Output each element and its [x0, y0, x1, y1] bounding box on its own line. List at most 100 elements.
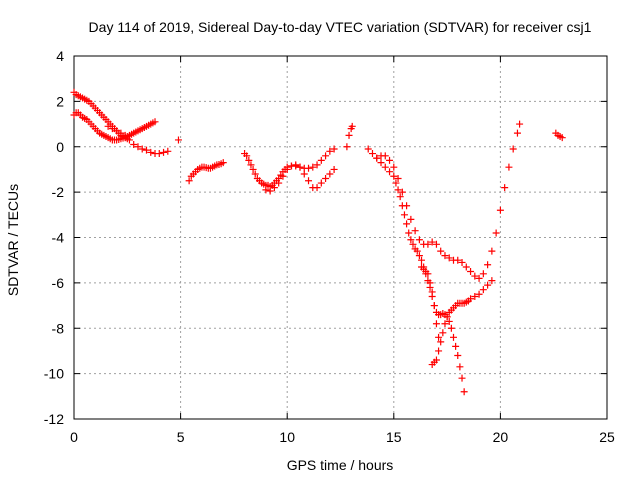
y-tick-label: -4 — [52, 230, 65, 246]
data-point — [411, 227, 419, 235]
data-point — [386, 168, 394, 176]
data-point — [300, 170, 308, 178]
data-point — [283, 165, 291, 173]
series-seg-m — [552, 129, 566, 142]
series-seg-c — [104, 122, 172, 158]
data-point — [403, 220, 411, 228]
chart-title: Day 114 of 2019, Sidereal Day-to-day VTE… — [89, 19, 592, 35]
series-seg-j — [373, 120, 524, 282]
data-point — [279, 172, 287, 180]
data-point — [432, 240, 440, 248]
data-point — [458, 374, 466, 382]
data-point — [558, 134, 566, 142]
data-point — [462, 263, 470, 271]
data-point — [326, 147, 334, 155]
data-point — [437, 247, 445, 255]
y-tick-label: -10 — [44, 366, 64, 382]
data-point — [428, 288, 436, 296]
data-point — [445, 317, 453, 325]
data-point — [424, 240, 432, 248]
data-point — [492, 229, 500, 237]
data-point — [505, 163, 513, 171]
data-point — [392, 179, 400, 187]
y-tick-label: 2 — [56, 93, 64, 109]
data-point — [249, 165, 257, 173]
data-point — [386, 156, 394, 164]
data-point — [415, 236, 423, 244]
data-point — [287, 162, 295, 170]
y-tick-label: -6 — [52, 275, 65, 291]
series-seg-g — [262, 161, 338, 195]
series-seg-e — [185, 159, 227, 185]
data-point — [262, 186, 270, 194]
data-point — [266, 187, 274, 195]
x-tick-label: 0 — [70, 429, 78, 445]
data-point — [441, 252, 449, 260]
grid — [74, 56, 607, 419]
data-point — [432, 320, 440, 328]
data-point — [130, 140, 138, 148]
data-point — [125, 136, 133, 144]
series-seg-l — [428, 277, 496, 369]
y-tick-label: 4 — [56, 48, 64, 64]
data-point — [155, 150, 163, 158]
x-axis-label: GPS time / hours — [287, 457, 394, 473]
data-point — [296, 163, 304, 171]
y-tick-label: -8 — [52, 320, 65, 336]
data-point — [400, 211, 408, 219]
data-point — [447, 324, 455, 332]
data-point — [443, 313, 451, 321]
data-point — [488, 277, 496, 285]
data-point — [452, 342, 460, 350]
data-point — [475, 290, 483, 298]
data-point — [467, 268, 475, 276]
data-point — [185, 177, 193, 185]
data-point — [479, 270, 487, 278]
data-point — [418, 256, 426, 264]
data-point — [368, 150, 376, 158]
data-point — [330, 165, 338, 173]
data-point — [138, 145, 146, 153]
series-seg-h — [343, 122, 356, 151]
data-point — [467, 295, 475, 303]
data-point — [475, 274, 483, 282]
data-point — [437, 338, 445, 346]
data-point — [426, 279, 434, 287]
data-point — [373, 154, 381, 162]
data-point — [428, 238, 436, 246]
data-point — [394, 186, 402, 194]
x-tick-label: 20 — [493, 429, 509, 445]
data-point — [407, 236, 415, 244]
data-point — [513, 129, 521, 137]
data-point — [345, 131, 353, 139]
data-point — [270, 184, 278, 192]
data-point — [305, 177, 313, 185]
data-point — [435, 347, 443, 355]
data-point — [456, 363, 464, 371]
data-point — [394, 175, 402, 183]
data-point — [454, 351, 462, 359]
data-point — [390, 163, 398, 171]
data-point — [439, 329, 447, 337]
data-point — [113, 127, 121, 135]
x-tick-label: 10 — [279, 429, 295, 445]
data-point — [471, 292, 479, 300]
data-point — [390, 172, 398, 180]
data-point — [108, 125, 116, 133]
data-point — [403, 202, 411, 210]
data-point — [305, 164, 313, 172]
series-seg-d — [174, 136, 182, 144]
data-point — [142, 146, 150, 154]
data-point — [454, 256, 462, 264]
series-seg-k — [418, 263, 443, 341]
data-point — [251, 170, 259, 178]
data-point — [415, 252, 423, 260]
y-tick-label: 0 — [56, 139, 64, 155]
data-point — [424, 270, 432, 278]
data-point — [322, 175, 330, 183]
data-point — [398, 188, 406, 196]
data-point — [405, 229, 413, 237]
data-point — [441, 320, 449, 328]
y-tick-label: -12 — [44, 411, 64, 427]
